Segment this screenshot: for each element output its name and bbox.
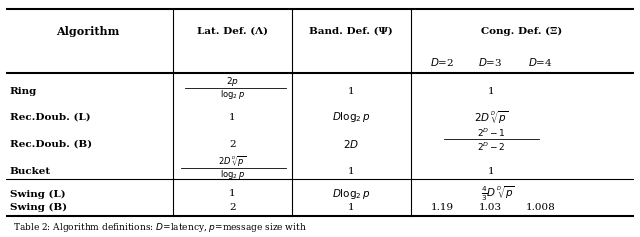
Text: Algorithm: Algorithm bbox=[56, 26, 120, 37]
Text: $2p$: $2p$ bbox=[226, 75, 239, 88]
Text: $\log_2 p$: $\log_2 p$ bbox=[220, 168, 244, 181]
Text: Cong. Def. (Ξ): Cong. Def. (Ξ) bbox=[481, 27, 563, 36]
Text: $2D\,\sqrt[D]{p}$: $2D\,\sqrt[D]{p}$ bbox=[474, 109, 509, 126]
Text: $2D$: $2D$ bbox=[343, 138, 360, 150]
Text: $2^D-1$: $2^D-1$ bbox=[477, 127, 506, 139]
Text: 1.19: 1.19 bbox=[431, 203, 454, 212]
Text: $2^D-2$: $2^D-2$ bbox=[477, 140, 506, 153]
Text: 1: 1 bbox=[229, 113, 236, 122]
Text: $D\log_2 p$: $D\log_2 p$ bbox=[332, 187, 371, 201]
Text: 1: 1 bbox=[348, 167, 355, 176]
Text: Band. Def. (Ψ): Band. Def. (Ψ) bbox=[310, 27, 393, 36]
Text: $\log_2 p$: $\log_2 p$ bbox=[220, 88, 244, 101]
Text: Rec.Doub. (L): Rec.Doub. (L) bbox=[10, 113, 90, 122]
Text: 1: 1 bbox=[488, 87, 495, 96]
Text: 1: 1 bbox=[488, 167, 495, 176]
Text: Rec.Doub. (B): Rec.Doub. (B) bbox=[10, 140, 92, 149]
Text: Swing (B): Swing (B) bbox=[10, 203, 67, 213]
Text: $D$=2: $D$=2 bbox=[430, 56, 454, 68]
Text: 2: 2 bbox=[229, 140, 236, 149]
Text: Ring: Ring bbox=[10, 87, 36, 96]
Text: 1: 1 bbox=[348, 87, 355, 96]
Text: Bucket: Bucket bbox=[10, 167, 51, 176]
Text: Swing (L): Swing (L) bbox=[10, 189, 65, 199]
Text: $2D\,\sqrt[D]{p}$: $2D\,\sqrt[D]{p}$ bbox=[218, 154, 246, 169]
Text: 1: 1 bbox=[229, 190, 236, 198]
Text: Table 2: Algorithm definitions: $D$=latency, $p$=message size with: Table 2: Algorithm definitions: $D$=late… bbox=[13, 221, 307, 234]
Text: $\frac{4}{3}D\,\sqrt[D]{p}$: $\frac{4}{3}D\,\sqrt[D]{p}$ bbox=[481, 185, 515, 203]
Text: 1.008: 1.008 bbox=[526, 203, 556, 212]
Text: Lat. Def. (Λ): Lat. Def. (Λ) bbox=[196, 27, 268, 36]
Text: 1.03: 1.03 bbox=[479, 203, 502, 212]
Text: $D$=4: $D$=4 bbox=[529, 56, 553, 68]
Text: 2: 2 bbox=[229, 203, 236, 212]
Text: $D$=3: $D$=3 bbox=[478, 56, 503, 68]
Text: 1: 1 bbox=[348, 203, 355, 212]
Text: $D\log_2 p$: $D\log_2 p$ bbox=[332, 110, 371, 124]
